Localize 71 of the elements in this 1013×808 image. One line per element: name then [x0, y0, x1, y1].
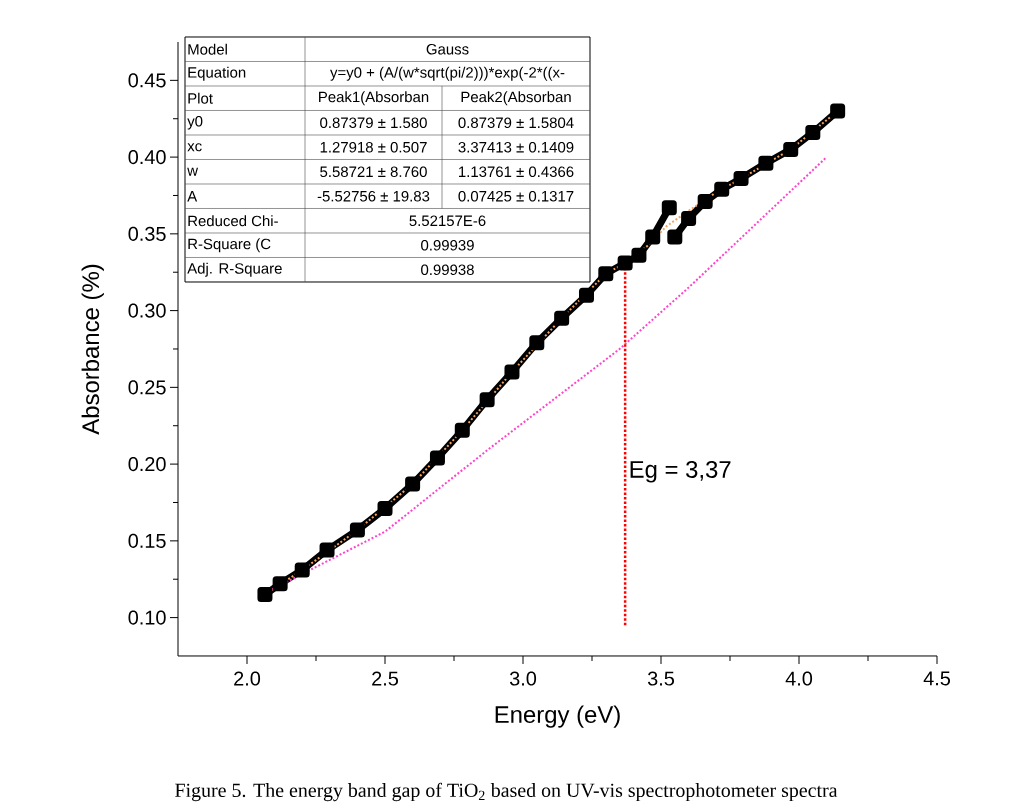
annotation: 0.87379 ± 1.580 [320, 117, 427, 129]
point [714, 181, 730, 197]
annotation: 0.99938 [421, 264, 474, 276]
x-tick-label: 2.5 [372, 671, 399, 686]
point [405, 476, 421, 492]
y-tick-label: 0.30 [128, 303, 166, 318]
y-tick-label: 0.35 [128, 226, 166, 241]
annotation: Plot [188, 92, 213, 104]
annotation: 3.37413 ± 0.1409 [458, 141, 574, 153]
caption: Figure 5. The energy band gap of TiO$_{2}$ based on UV-vis spectrophotometer spectra [175, 782, 838, 802]
x-axis-title: Energy (eV) [495, 705, 620, 728]
point [349, 522, 365, 538]
annotation: 1.27918 ± 0.507 [320, 141, 427, 153]
point [578, 287, 594, 303]
point [758, 155, 774, 171]
point [554, 310, 570, 326]
point [733, 171, 749, 187]
annotation: 1.13761 ± 0.4366 [459, 166, 574, 178]
y-axis-title: Absorbance (%) [81, 264, 104, 435]
annotation: Gauss [426, 43, 469, 55]
point [454, 422, 470, 438]
point [805, 125, 821, 141]
ref-line-label: Eg = 3,37 [630, 460, 731, 483]
annotation: 0.87379 ± 1.5804 [458, 117, 574, 129]
x-tick-label: 2.0 [234, 671, 261, 686]
annotation: Reduced Chi- [188, 215, 278, 227]
annotation: Equation [188, 66, 246, 81]
annotation: 5.52157E-6 [409, 215, 486, 227]
annotation: 5.58721 ± 8.760 [320, 166, 427, 178]
point [257, 587, 273, 603]
annotation: xc [187, 143, 202, 152]
point [529, 335, 545, 351]
y-tick-label: 0.45 [128, 73, 166, 88]
annotation: A [187, 191, 198, 202]
point [272, 576, 288, 592]
point [661, 200, 677, 216]
point [319, 542, 335, 558]
y-tick-label: 0.10 [128, 610, 166, 625]
x-tick-label: 4.0 [785, 671, 813, 686]
y-tick-label: 0.25 [128, 380, 166, 395]
annotation: Model [188, 43, 227, 55]
point [830, 103, 846, 119]
x-tick-label: 4.5 [923, 671, 951, 686]
point [504, 364, 520, 380]
point [681, 211, 697, 227]
point [617, 255, 633, 271]
point [479, 392, 495, 408]
annotation: w [187, 167, 199, 176]
annotation: Adj. R-Square [187, 262, 282, 277]
annotation: y0 [187, 115, 203, 130]
point [429, 450, 445, 466]
annotation: 0.99939 [421, 239, 474, 251]
annotation: 0.07425 ± 0.1317 [458, 190, 574, 202]
y-tick-label: 0.40 [128, 150, 166, 165]
point [598, 266, 614, 282]
annotation: -5.52756 ± 19.83 [317, 190, 430, 202]
y-tick-label: 0.20 [128, 457, 166, 472]
point [631, 247, 647, 263]
point [294, 562, 310, 578]
annotation: y=y0 + (A/(w*sqrt(pi/2)))*exp(-2*((x- [330, 66, 565, 81]
point [667, 229, 683, 245]
annotation: Peak2(Absorban [461, 91, 571, 106]
point [783, 141, 799, 157]
point [697, 194, 713, 210]
point [377, 501, 393, 517]
point [645, 229, 661, 245]
annotation: Peak1(Absorban [319, 91, 429, 106]
x-tick-label: 3.5 [647, 671, 675, 686]
y-tick-label: 0.15 [128, 533, 166, 548]
annotation: R-Square (C [188, 238, 271, 253]
x-tick-label: 3.0 [509, 671, 537, 686]
